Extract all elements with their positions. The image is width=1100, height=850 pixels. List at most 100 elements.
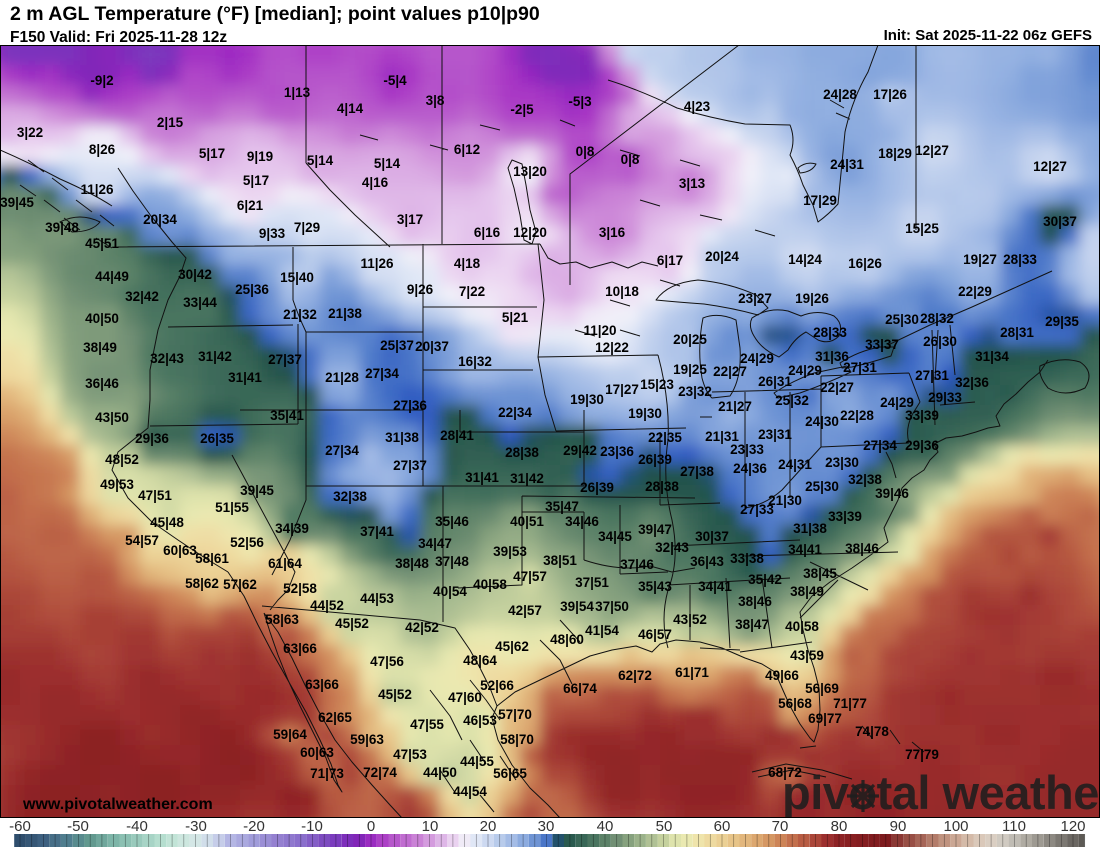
svg-text:33|39: 33|39	[828, 509, 862, 524]
svg-text:31|36: 31|36	[815, 349, 849, 364]
svg-text:16|26: 16|26	[848, 256, 882, 271]
svg-text:3|22: 3|22	[17, 125, 43, 140]
svg-text:37|48: 37|48	[435, 554, 469, 569]
svg-text:26|35: 26|35	[200, 431, 234, 446]
svg-text:90: 90	[890, 818, 907, 835]
svg-text:69|77: 69|77	[808, 711, 842, 726]
svg-text:27|34: 27|34	[365, 366, 399, 381]
svg-text:110: 110	[1002, 818, 1026, 835]
svg-text:37|46: 37|46	[620, 557, 654, 572]
svg-text:20: 20	[480, 818, 497, 835]
svg-text:21|31: 21|31	[705, 429, 739, 444]
svg-text:62|72: 62|72	[618, 668, 652, 683]
svg-text:50: 50	[656, 818, 673, 835]
svg-text:32|38: 32|38	[848, 472, 882, 487]
svg-text:34|45: 34|45	[598, 529, 632, 544]
svg-text:60|63: 60|63	[163, 543, 197, 558]
svg-text:21|38: 21|38	[328, 306, 362, 321]
svg-text:58|61: 58|61	[195, 551, 229, 566]
svg-text:45|48: 45|48	[150, 515, 184, 530]
svg-text:22|35: 22|35	[648, 430, 682, 445]
svg-text:22|34: 22|34	[498, 405, 532, 420]
svg-text:29|33: 29|33	[928, 390, 962, 405]
svg-text:48|52: 48|52	[105, 452, 139, 467]
svg-text:7|22: 7|22	[459, 284, 485, 299]
svg-text:44|50: 44|50	[423, 765, 457, 780]
svg-text:68|72: 68|72	[768, 765, 802, 780]
svg-text:9|26: 9|26	[407, 282, 434, 297]
svg-text:6|21: 6|21	[237, 198, 264, 213]
svg-text:17|27: 17|27	[605, 382, 639, 397]
svg-text:37|41: 37|41	[360, 524, 394, 539]
svg-text:39|46: 39|46	[875, 486, 909, 501]
svg-text:32|38: 32|38	[333, 489, 367, 504]
svg-text:33|37: 33|37	[865, 337, 899, 352]
svg-text:22|27: 22|27	[820, 380, 854, 395]
svg-text:25|37: 25|37	[380, 338, 414, 353]
svg-text:Init: Sat 2025-11-22 06z GEFS: Init: Sat 2025-11-22 06z GEFS	[884, 27, 1092, 44]
svg-text:25|30: 25|30	[805, 479, 839, 494]
svg-text:pivotal weather: pivotal weather	[782, 766, 1100, 819]
svg-text:77|79: 77|79	[905, 747, 939, 762]
svg-text:21|27: 21|27	[718, 399, 752, 414]
svg-text:11|26: 11|26	[80, 182, 114, 197]
svg-text:9|33: 9|33	[259, 226, 286, 241]
svg-text:10|18: 10|18	[605, 284, 639, 299]
svg-text:1|13: 1|13	[284, 85, 311, 100]
svg-text:61|71: 61|71	[675, 665, 709, 680]
svg-text:40: 40	[597, 818, 614, 835]
svg-text:12|27: 12|27	[1033, 159, 1067, 174]
svg-text:24|28: 24|28	[823, 87, 857, 102]
svg-text:42|52: 42|52	[405, 620, 439, 635]
svg-text:36|43: 36|43	[690, 554, 724, 569]
svg-text:20|37: 20|37	[415, 339, 449, 354]
svg-text:30|37: 30|37	[1043, 214, 1077, 229]
svg-text:31|34: 31|34	[975, 349, 1009, 364]
svg-text:47|56: 47|56	[370, 654, 404, 669]
svg-text:17|29: 17|29	[803, 193, 837, 208]
svg-text:38|46: 38|46	[845, 541, 879, 556]
svg-text:24|31: 24|31	[778, 457, 812, 472]
svg-text:4|14: 4|14	[337, 101, 364, 116]
svg-text:40|58: 40|58	[473, 577, 507, 592]
svg-text:7|29: 7|29	[294, 220, 320, 235]
svg-text:71|77: 71|77	[833, 696, 867, 711]
svg-text:15|25: 15|25	[905, 221, 939, 236]
svg-text:28|41: 28|41	[440, 428, 474, 443]
svg-text:28|38: 28|38	[645, 479, 679, 494]
svg-text:24|36: 24|36	[733, 461, 767, 476]
svg-text:28|33: 28|33	[813, 325, 847, 340]
svg-text:31|42: 31|42	[198, 349, 232, 364]
svg-text:44|49: 44|49	[95, 269, 129, 284]
svg-text:40|58: 40|58	[785, 619, 819, 634]
svg-text:19|30: 19|30	[570, 392, 604, 407]
svg-text:38|49: 38|49	[790, 584, 824, 599]
svg-text:35|41: 35|41	[270, 408, 304, 423]
svg-text:3|17: 3|17	[397, 212, 423, 227]
svg-text:56|68: 56|68	[778, 696, 812, 711]
svg-text:39|53: 39|53	[493, 544, 527, 559]
svg-text:-2|5: -2|5	[510, 102, 534, 117]
svg-text:22|29: 22|29	[958, 284, 992, 299]
svg-text:-5|4: -5|4	[383, 73, 407, 88]
svg-text:28|33: 28|33	[1003, 252, 1037, 267]
svg-text:54|57: 54|57	[125, 533, 159, 548]
svg-text:38|47: 38|47	[735, 617, 769, 632]
svg-text:45|52: 45|52	[378, 687, 412, 702]
svg-text:57|62: 57|62	[223, 577, 257, 592]
svg-text:12|22: 12|22	[595, 340, 629, 355]
svg-text:25|32: 25|32	[775, 393, 809, 408]
svg-text:32|42: 32|42	[125, 289, 159, 304]
svg-text:19|25: 19|25	[673, 362, 707, 377]
svg-text:60: 60	[714, 818, 731, 835]
svg-text:38|51: 38|51	[543, 553, 577, 568]
svg-text:48|60: 48|60	[550, 632, 584, 647]
svg-text:2 m AGL Temperature (°F) [medi: 2 m AGL Temperature (°F) [median]; point…	[10, 3, 540, 25]
svg-text:58|62: 58|62	[185, 576, 219, 591]
svg-text:2|15: 2|15	[157, 115, 184, 130]
svg-text:27|33: 27|33	[740, 502, 774, 517]
svg-text:21|32: 21|32	[283, 307, 317, 322]
svg-text:59|63: 59|63	[350, 732, 384, 747]
svg-text:59|64: 59|64	[273, 727, 307, 742]
svg-text:33|39: 33|39	[905, 408, 939, 423]
